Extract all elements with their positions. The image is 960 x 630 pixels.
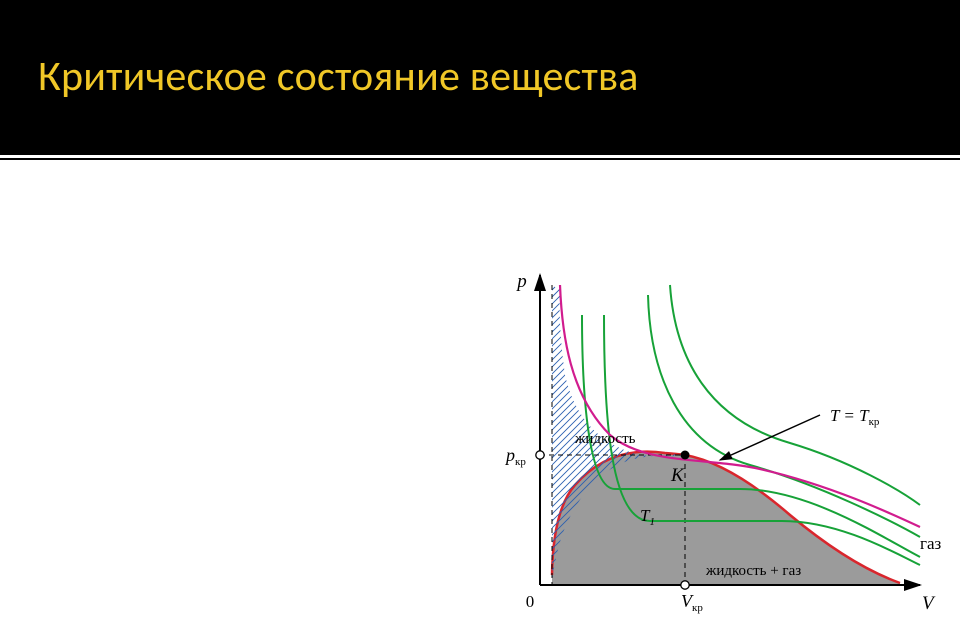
tcrit-label: T = Tкр bbox=[830, 406, 880, 428]
vcr-label: Vкр bbox=[681, 591, 703, 614]
slide-header: Критическое состояние вещества bbox=[0, 0, 960, 155]
origin-label: 0 bbox=[526, 592, 535, 611]
phase-diagram: pV0VкрpкрKжидкостьжидкость + газгазT1T =… bbox=[490, 265, 950, 625]
critical-point bbox=[681, 451, 690, 460]
gas-label: газ bbox=[920, 534, 942, 553]
vcr-marker bbox=[681, 581, 689, 589]
phase-diagram-svg: pV0VкрpкрKжидкостьжидкость + газгазT1T =… bbox=[490, 265, 950, 625]
pcr-marker bbox=[536, 451, 544, 459]
critical-isotherm-pointer bbox=[720, 415, 820, 460]
slide-title: Критическое состояние вещества bbox=[38, 51, 639, 102]
y-axis-label: p bbox=[515, 271, 527, 292]
liquid-label: жидкость bbox=[574, 431, 636, 447]
x-axis-label: V bbox=[922, 593, 936, 614]
header-rule bbox=[0, 158, 960, 160]
critical-point-label: K bbox=[670, 465, 685, 486]
mixture-label: жидкость + газ bbox=[705, 563, 801, 579]
pcr-label: pкр bbox=[504, 445, 526, 468]
